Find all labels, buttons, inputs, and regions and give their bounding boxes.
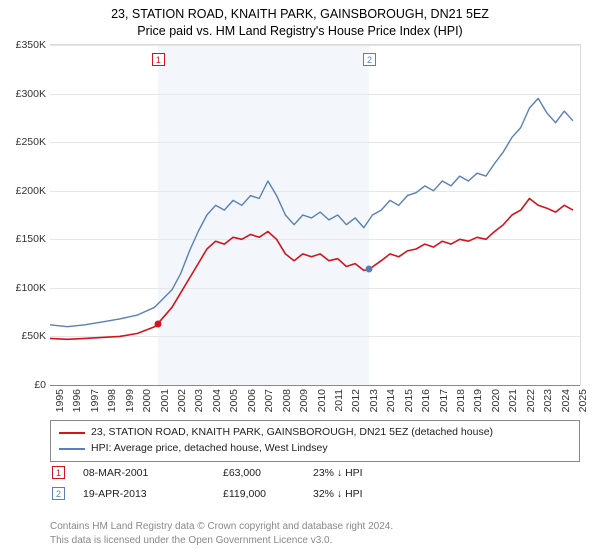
x-axis-label: 2007 (263, 389, 275, 412)
transaction-date: 08-MAR-2001 (83, 467, 223, 479)
line-plot-svg (50, 45, 580, 385)
x-axis-label: 2005 (228, 389, 240, 412)
x-axis-label: 1999 (124, 389, 136, 412)
transaction-point (154, 320, 161, 327)
x-axis-label: 2006 (246, 389, 258, 412)
legend-item-property: 23, STATION ROAD, KNAITH PARK, GAINSBORO… (59, 425, 571, 441)
legend-swatch (59, 432, 85, 434)
x-axis-label: 2008 (281, 389, 293, 412)
series-property (50, 199, 573, 340)
x-axis-label: 2014 (385, 389, 397, 412)
transaction-point (366, 266, 373, 273)
series-hpi (50, 98, 573, 326)
legend-label: 23, STATION ROAD, KNAITH PARK, GAINSBORO… (91, 425, 493, 441)
transaction-marker-box: 1 (152, 53, 165, 66)
x-axis-label: 2001 (159, 389, 171, 412)
y-axis-label: £150K (16, 233, 46, 245)
y-axis-label: £0 (34, 379, 46, 391)
transaction-price: £63,000 (223, 467, 313, 479)
transaction-row: 1 08-MAR-2001 £63,000 23% ↓ HPI (50, 462, 580, 483)
y-axis-label: £100K (16, 282, 46, 294)
x-axis-label: 2018 (455, 389, 467, 412)
y-axis-label: £200K (16, 185, 46, 197)
legend: 23, STATION ROAD, KNAITH PARK, GAINSBORO… (50, 420, 580, 462)
x-axis-label: 2020 (490, 389, 502, 412)
x-axis-label: 2003 (193, 389, 205, 412)
x-axis (50, 385, 580, 386)
chart-title: 23, STATION ROAD, KNAITH PARK, GAINSBORO… (0, 0, 600, 40)
x-axis-label: 2013 (368, 389, 380, 412)
x-axis-label: 2019 (472, 389, 484, 412)
plot-area: £0£50K£100K£150K£200K£250K£300K£350K1995… (50, 44, 581, 385)
x-axis-label: 1997 (89, 389, 101, 412)
copyright-line-1: Contains HM Land Registry data © Crown c… (50, 520, 580, 534)
legend-item-hpi: HPI: Average price, detached house, West… (59, 441, 571, 457)
x-axis-label: 1995 (54, 389, 66, 412)
x-axis-label: 2009 (298, 389, 310, 412)
transaction-row: 2 19-APR-2013 £119,000 32% ↓ HPI (50, 483, 580, 504)
x-axis-label: 2024 (560, 389, 572, 412)
y-axis-label: £350K (16, 39, 46, 51)
legend-label: HPI: Average price, detached house, West… (91, 441, 328, 457)
transaction-diff: 23% ↓ HPI (313, 467, 433, 479)
x-axis-label: 2022 (525, 389, 537, 412)
copyright-notice: Contains HM Land Registry data © Crown c… (50, 520, 580, 547)
title-line-2: Price paid vs. HM Land Registry's House … (0, 23, 600, 40)
transaction-marker: 2 (52, 487, 65, 500)
y-axis-label: £50K (21, 330, 46, 342)
x-axis-label: 2011 (333, 389, 345, 412)
x-axis-label: 2012 (350, 389, 362, 412)
title-line-1: 23, STATION ROAD, KNAITH PARK, GAINSBORO… (0, 6, 600, 23)
chart-container: 23, STATION ROAD, KNAITH PARK, GAINSBORO… (0, 0, 600, 560)
x-axis-label: 2010 (316, 389, 328, 412)
transaction-price: £119,000 (223, 488, 313, 500)
transactions-table: 1 08-MAR-2001 £63,000 23% ↓ HPI 2 19-APR… (50, 462, 580, 504)
x-axis-label: 1996 (71, 389, 83, 412)
transaction-date: 19-APR-2013 (83, 488, 223, 500)
y-axis-label: £300K (16, 88, 46, 100)
x-axis-label: 2025 (577, 389, 589, 412)
x-axis-label: 2016 (420, 389, 432, 412)
x-axis-label: 2017 (438, 389, 450, 412)
legend-swatch (59, 448, 85, 450)
x-axis-label: 2000 (141, 389, 153, 412)
x-axis-label: 2004 (211, 389, 223, 412)
transaction-diff: 32% ↓ HPI (313, 488, 433, 500)
x-axis-label: 2002 (176, 389, 188, 412)
x-axis-label: 1998 (106, 389, 118, 412)
x-axis-label: 2015 (403, 389, 415, 412)
copyright-line-2: This data is licensed under the Open Gov… (50, 534, 580, 548)
transaction-marker-box: 2 (363, 53, 376, 66)
transaction-marker: 1 (52, 466, 65, 479)
x-axis-label: 2021 (507, 389, 519, 412)
x-axis-label: 2023 (542, 389, 554, 412)
y-axis-label: £250K (16, 136, 46, 148)
